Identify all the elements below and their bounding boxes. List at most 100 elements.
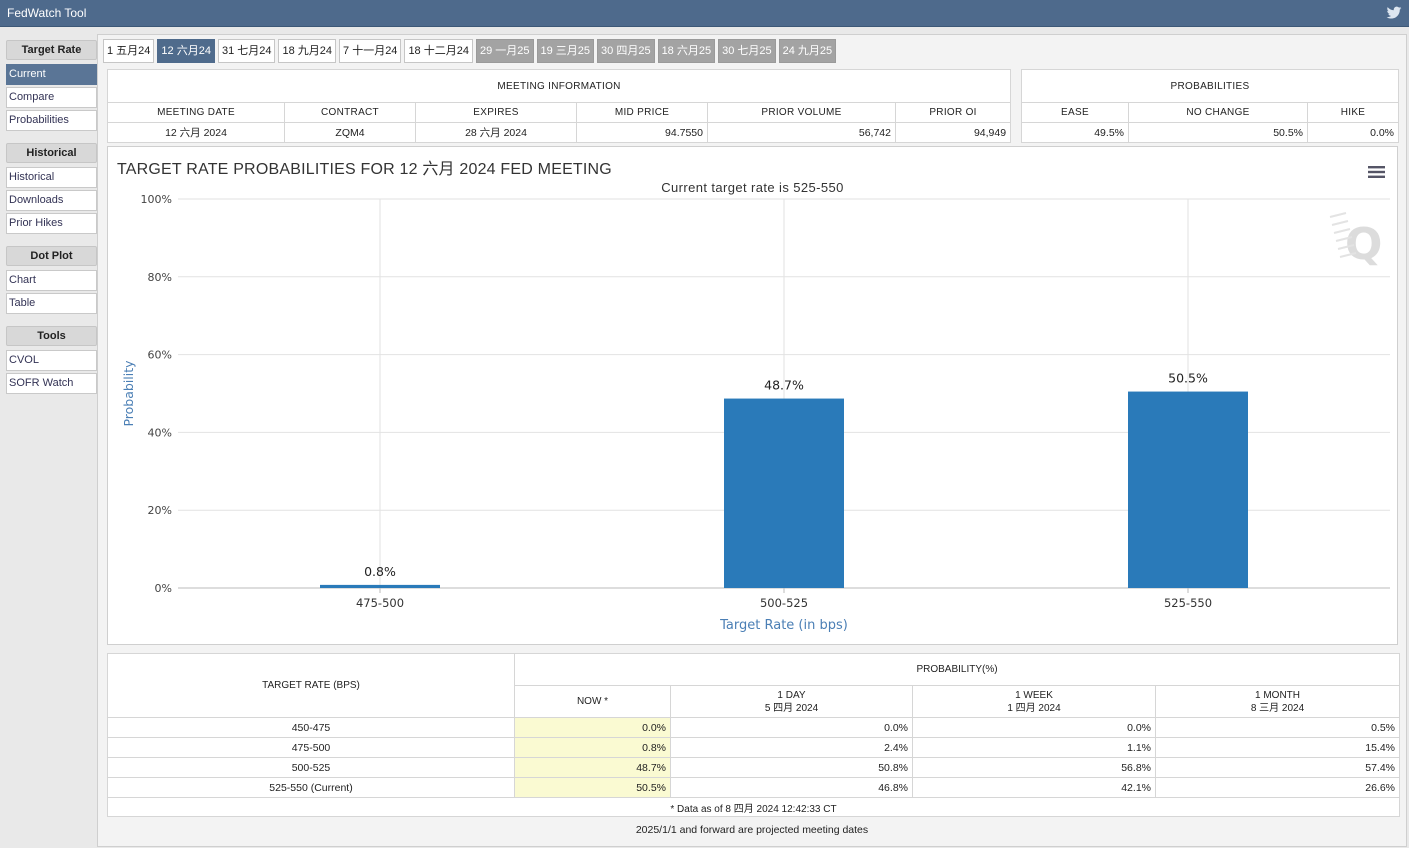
value-prior-oi: 94,949 <box>894 122 1012 143</box>
sidebar-group-historical: Historical Historical Downloads Prior Hi… <box>6 143 97 234</box>
chart-container: Q 0% 20% 40% 60% 80% 100% 0.8% 475-500 48.7% 500-5… <box>107 146 1398 645</box>
week-cell: 1.1% <box>912 737 1156 758</box>
day-cell: 0.0% <box>670 717 913 738</box>
main-panel: 1 五月24 12 六月24 31 七月24 18 九月24 7 十一月24 1… <box>97 34 1407 847</box>
tab-meeting-4[interactable]: 18 九月24 <box>278 39 337 63</box>
chart-title: TARGET RATE PROBABILITIES FOR 12 六月 2024… <box>117 161 612 178</box>
x-tick-label: 525-550 <box>1164 596 1212 610</box>
header-contract: CONTRACT <box>284 102 416 123</box>
watermark-stroke <box>1333 228 1351 234</box>
month-cell: 26.6% <box>1154 777 1401 798</box>
month-cell: 57.4% <box>1154 757 1401 778</box>
rate-cell: 475-500 <box>107 737 515 758</box>
sidebar-item-downloads[interactable]: Downloads <box>6 190 97 211</box>
value-contract: ZQM4 <box>284 122 416 143</box>
tab-meeting-10[interactable]: 18 六月25 <box>657 39 716 63</box>
y-tick-label: 0% <box>155 582 172 595</box>
tab-meeting-1[interactable]: 1 五月24 <box>103 39 155 63</box>
day-cell: 2.4% <box>670 737 913 758</box>
tab-meeting-11[interactable]: 30 七月25 <box>718 39 776 63</box>
twitter-icon[interactable] <box>1386 5 1402 21</box>
watermark-stroke <box>1339 252 1357 258</box>
sidebar-item-probabilities[interactable]: Probabilities <box>6 110 97 131</box>
sidebar-item-cvol[interactable]: CVOL <box>6 350 97 371</box>
y-axis-title: Probability <box>121 360 136 427</box>
header-ease: EASE <box>1021 102 1129 123</box>
bar-data-label: 50.5% <box>1168 371 1208 386</box>
header-now: NOW * <box>514 685 671 718</box>
value-prior-volume: 56,742 <box>707 122 896 143</box>
tab-meeting-7[interactable]: 29 一月25 <box>475 39 534 63</box>
table-row: 450-475 0.0% 0.0% 0.0% 0.5% <box>107 717 1401 738</box>
y-tick-label: 40% <box>148 426 172 439</box>
header-hike: HIKE <box>1306 102 1400 123</box>
month-cell: 0.5% <box>1154 717 1401 738</box>
chart-subtitle: Current target rate is 525-550 <box>661 180 844 195</box>
header-now-label: NOW * <box>576 696 609 707</box>
chart-bar <box>724 398 844 588</box>
projected-dates-note: 2025/1/1 and forward are projected meeti… <box>635 824 869 836</box>
meeting-info-table: MEETING INFORMATION MEETING DATE CONTRAC… <box>106 69 1012 143</box>
sidebar-heading-historical[interactable]: Historical <box>6 143 97 163</box>
sidebar-heading-target-rate[interactable]: Target Rate <box>6 40 97 60</box>
app-titlebar: FedWatch Tool <box>0 0 1409 27</box>
x-tick-label: 500-525 <box>760 596 808 610</box>
sidebar-item-sofr-watch[interactable]: SOFR Watch <box>6 373 97 394</box>
tab-meeting-9[interactable]: 30 四月25 <box>597 39 655 63</box>
tab-meeting-3[interactable]: 31 七月24 <box>217 39 276 63</box>
watermark-stroke <box>1337 244 1355 250</box>
header-1-day-date: 5 四月 2024 <box>764 702 819 714</box>
header-1-month-label: 1 MONTH <box>1255 689 1300 701</box>
week-cell: 42.1% <box>912 777 1156 798</box>
sidebar-item-table[interactable]: Table <box>6 293 97 314</box>
header-target-rate: TARGET RATE (BPS) <box>107 653 515 718</box>
sidebar-item-chart[interactable]: Chart <box>6 270 97 291</box>
tab-meeting-2[interactable]: 12 六月24 <box>157 39 215 63</box>
chart-bar <box>320 584 440 588</box>
sidebar-group-target-rate: Target Rate Current Compare Probabilitie… <box>6 40 97 131</box>
hamburger-menu-icon[interactable] <box>1368 165 1385 179</box>
header-1-day: 1 DAY 5 四月 2024 <box>670 685 913 718</box>
y-tick-label: 20% <box>148 504 172 517</box>
x-axis-title: Target Rate (in bps) <box>719 618 848 633</box>
tab-meeting-12[interactable]: 24 九月25 <box>778 39 837 63</box>
tab-meeting-5[interactable]: 7 十一月24 <box>339 39 402 63</box>
tab-meeting-6[interactable]: 18 十二月24 <box>404 39 473 63</box>
tab-meeting-8[interactable]: 19 三月25 <box>536 39 595 63</box>
now-cell: 0.8% <box>514 737 671 758</box>
header-1-week: 1 WEEK 1 四月 2024 <box>912 685 1156 718</box>
value-expires: 28 六月 2024 <box>415 122 577 143</box>
day-cell: 50.8% <box>670 757 913 778</box>
watermark-stroke <box>1331 220 1349 226</box>
header-1-week-label: 1 WEEK <box>1015 689 1053 701</box>
rate-cell: 525-550 (Current) <box>107 777 515 798</box>
meeting-tabs: 1 五月24 12 六月24 31 七月24 18 九月24 7 十一月24 1… <box>103 39 839 63</box>
header-no-change: NO CHANGE <box>1128 102 1308 123</box>
header-1-month: 1 MONTH 8 三月 2024 <box>1154 685 1401 718</box>
sidebar-item-current[interactable]: Current <box>6 64 97 85</box>
y-tick-label: 60% <box>148 349 172 362</box>
sidebar-group-dot-plot: Dot Plot Chart Table <box>6 246 97 314</box>
sidebar-item-compare[interactable]: Compare <box>6 87 97 108</box>
probability-bar-chart: Q 0% 20% 40% 60% 80% 100% 0.8% 475-500 48.7% 500-5… <box>121 193 1390 633</box>
app-title: FedWatch Tool <box>7 6 87 20</box>
watermark-stroke <box>1335 236 1353 242</box>
sidebar-item-prior-hikes[interactable]: Prior Hikes <box>6 213 97 234</box>
day-cell: 46.8% <box>670 777 913 798</box>
now-cell: 50.5% <box>514 777 671 798</box>
sidebar-heading-dot-plot[interactable]: Dot Plot <box>6 246 97 266</box>
sidebar-item-historical[interactable]: Historical <box>6 167 97 188</box>
probability-table: TARGET RATE (BPS) PROBABILITY(%) NOW * 1… <box>106 653 1401 817</box>
y-tick-label: 100% <box>141 193 172 206</box>
bar-data-label: 48.7% <box>764 378 804 393</box>
header-prior-oi: PRIOR OI <box>894 102 1012 123</box>
header-1-day-label: 1 DAY <box>777 689 806 701</box>
value-hike: 0.0% <box>1306 122 1400 143</box>
value-ease: 49.5% <box>1021 122 1129 143</box>
header-1-week-date: 1 四月 2024 <box>1007 702 1061 714</box>
sidebar-heading-tools[interactable]: Tools <box>6 326 97 346</box>
sidebar: Target Rate Current Compare Probabilitie… <box>6 40 97 394</box>
week-cell: 56.8% <box>912 757 1156 778</box>
sidebar-group-tools: Tools CVOL SOFR Watch <box>6 326 97 394</box>
table-row: 500-525 48.7% 50.8% 56.8% 57.4% <box>107 757 1401 778</box>
